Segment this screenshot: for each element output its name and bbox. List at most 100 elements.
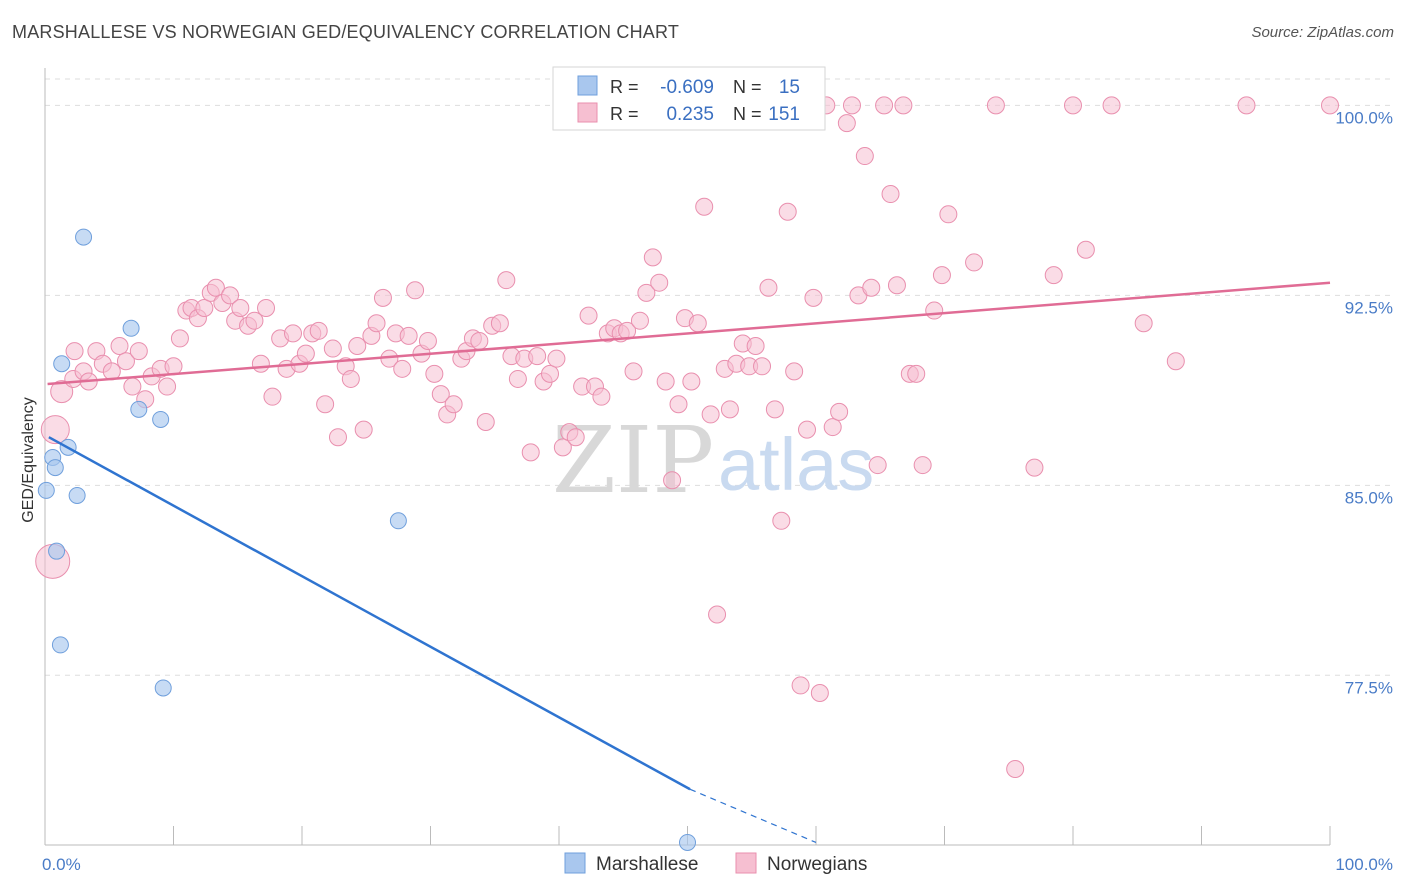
- norwegians-point: [1321, 96, 1339, 115]
- norwegians-point: [158, 377, 177, 396]
- norwegians-point: [406, 281, 425, 300]
- legend-r-label: R =: [610, 104, 639, 124]
- norwegians-point: [348, 337, 367, 356]
- norwegians-point: [746, 337, 765, 356]
- norwegians-point: [669, 395, 688, 414]
- norwegians-point: [701, 405, 720, 424]
- norwegians-point: [50, 380, 74, 404]
- norwegians-point: [772, 511, 791, 530]
- norwegians-point: [1076, 240, 1095, 259]
- norwegians-point: [323, 339, 342, 358]
- norwegians-point: [547, 349, 566, 368]
- norwegians-point: [695, 197, 714, 216]
- norwegians-point: [354, 420, 373, 439]
- norwegians-point: [521, 443, 540, 462]
- norwegians-point: [328, 428, 347, 447]
- y-tick-label: 85.0%: [1345, 488, 1393, 507]
- norwegians-point: [284, 324, 303, 343]
- legend-r-value: -0.609: [660, 77, 714, 98]
- watermark-zip: ZIP: [552, 407, 714, 514]
- norwegians-point: [1166, 352, 1185, 371]
- grid: [45, 78, 1395, 676]
- norwegians-point: [592, 387, 611, 406]
- norwegians-point: [778, 202, 797, 221]
- chart-title: MARSHALLESE VS NORWEGIAN GED/EQUIVALENCY…: [12, 22, 680, 42]
- norwegians-point: [110, 337, 129, 356]
- watermark-atlas: atlas: [718, 423, 874, 506]
- norwegians-point: [579, 306, 598, 325]
- norwegians-point: [913, 456, 932, 475]
- norwegians-point: [932, 266, 951, 285]
- marshallese-point: [51, 636, 69, 654]
- marshallese-point: [68, 486, 86, 504]
- norwegians-point: [624, 362, 643, 381]
- bottom-legend: Marshallese Norwegians: [564, 852, 867, 875]
- norwegians-point: [40, 415, 70, 445]
- norwegians-point: [221, 286, 240, 305]
- legend-box: [552, 66, 826, 131]
- marshallese-points: [37, 228, 696, 851]
- norwegians-point: [123, 377, 142, 396]
- norwegians-trend-line: [47, 281, 1331, 386]
- norwegians-point: [316, 395, 335, 414]
- x-tick-labels: 0.0% 100.0%: [42, 855, 1393, 874]
- norwegians-point: [830, 402, 849, 421]
- norwegians-point: [720, 400, 739, 419]
- legend-n-value: 15: [779, 77, 800, 98]
- norwegians-point: [393, 359, 412, 378]
- norwegians-point: [309, 321, 328, 340]
- norwegians-point: [245, 311, 264, 330]
- marshallese-trend-extension: [689, 788, 817, 844]
- norwegians-point: [804, 288, 823, 307]
- norwegians-point: [490, 314, 509, 333]
- norwegians-point: [791, 676, 810, 695]
- norwegians-point: [195, 299, 214, 318]
- norwegians-point: [823, 418, 842, 437]
- norwegians-point: [170, 329, 189, 348]
- y-tick-label: 77.5%: [1345, 678, 1393, 697]
- norwegians-point: [837, 114, 856, 133]
- norwegians-point: [939, 205, 958, 224]
- norwegians-point: [643, 248, 662, 267]
- norwegians-point: [1025, 458, 1044, 477]
- norwegians-point: [116, 352, 135, 371]
- marshallese-point: [152, 410, 170, 428]
- trend-lines: [47, 281, 1331, 844]
- marshallese-point: [46, 459, 64, 477]
- marshallese-point: [48, 542, 66, 560]
- norwegians-points: [35, 96, 1339, 779]
- norwegians-point: [1134, 314, 1153, 333]
- norwegians-point: [855, 147, 874, 166]
- norwegians-point: [257, 299, 276, 318]
- marshallese-point: [389, 512, 407, 530]
- norwegians-point: [497, 271, 516, 290]
- norwegians-point: [1237, 96, 1256, 115]
- norwegians-point: [656, 372, 675, 391]
- norwegians-point: [541, 364, 560, 383]
- norwegians-point: [1064, 96, 1082, 115]
- norwegians-point: [476, 413, 495, 432]
- norwegians-point: [875, 96, 894, 115]
- norwegians-point: [206, 278, 225, 297]
- norwegians-point: [566, 428, 585, 447]
- norwegians-point: [887, 276, 906, 295]
- x-tick-label: 100.0%: [1335, 855, 1393, 874]
- norwegians-point: [630, 311, 649, 330]
- norwegians-point: [373, 288, 392, 307]
- norwegians-point: [965, 253, 984, 272]
- bottom-legend-swatch-norwegians: [735, 852, 757, 874]
- marshallese-point: [130, 400, 148, 418]
- norwegians-point: [341, 369, 360, 388]
- legend-swatch-norwegians: [577, 102, 598, 123]
- norwegians-point: [894, 96, 913, 115]
- norwegians-point: [650, 273, 669, 292]
- legend-swatch-marshallese: [577, 75, 598, 96]
- marshallese-point: [75, 228, 93, 246]
- norwegians-point: [1044, 266, 1063, 285]
- norwegians-point: [765, 400, 784, 419]
- norwegians-point: [528, 347, 547, 366]
- marshallese-trend-line: [48, 436, 691, 791]
- legend-r-label: R =: [610, 77, 639, 97]
- marshallese-point: [122, 319, 140, 337]
